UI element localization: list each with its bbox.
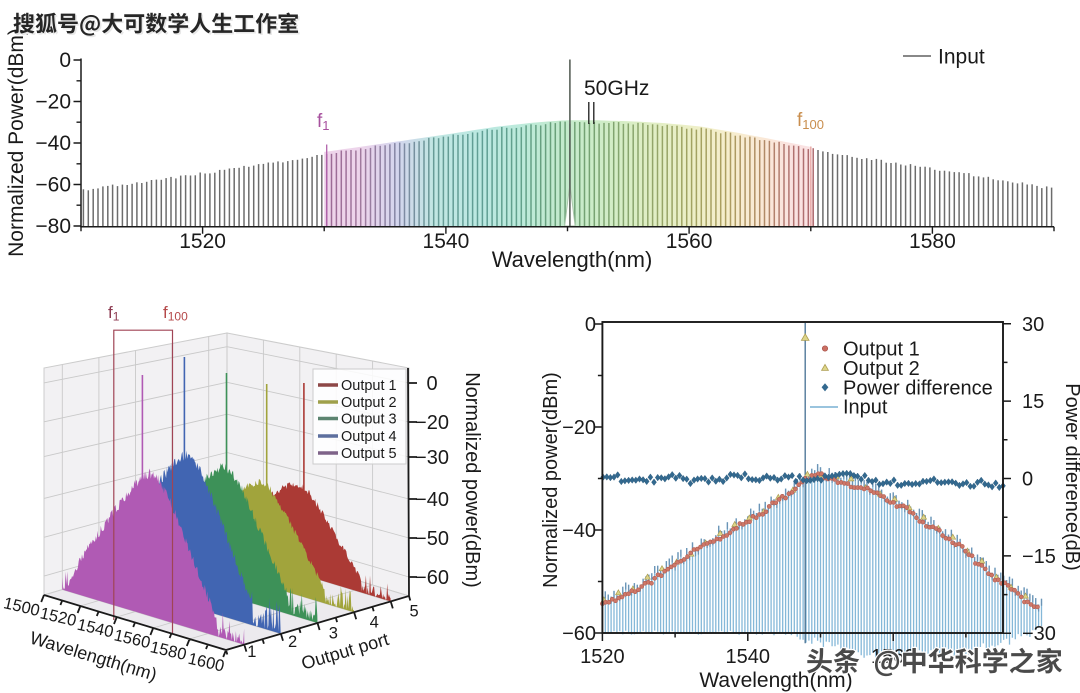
svg-text:Power difference: Power difference: [843, 378, 993, 400]
svg-text:0: 0: [1022, 469, 1033, 491]
svg-text:Output 3: Output 3: [341, 412, 397, 428]
svg-text:5: 5: [410, 602, 419, 620]
svg-text:3: 3: [329, 624, 338, 642]
svg-text:−20: −20: [562, 417, 596, 439]
svg-text:2: 2: [288, 633, 297, 651]
svg-text:1: 1: [247, 643, 256, 661]
svg-text:−60: −60: [415, 567, 449, 589]
svg-text:f1: f1: [108, 303, 120, 324]
svg-text:Output 4: Output 4: [341, 429, 397, 445]
svg-text:Output 1: Output 1: [843, 339, 920, 361]
svg-text:−20: −20: [35, 91, 71, 114]
svg-text:0: 0: [426, 373, 437, 395]
svg-text:−30: −30: [1022, 623, 1056, 645]
svg-text:15: 15: [1022, 391, 1044, 413]
svg-text:−60: −60: [35, 174, 71, 197]
svg-text:50GHz: 50GHz: [584, 77, 649, 100]
svg-text:−80: −80: [35, 215, 71, 238]
svg-text:1560: 1560: [666, 230, 713, 253]
svg-text:−20: −20: [415, 412, 449, 434]
svg-text:Output 2: Output 2: [843, 358, 920, 380]
svg-text:Normalized Power(dBm): Normalized Power(dBm): [5, 28, 28, 257]
svg-text:1540: 1540: [423, 230, 470, 253]
svg-text:Normalized power(dBm): Normalized power(dBm): [540, 372, 562, 588]
svg-text:Output 1: Output 1: [341, 378, 397, 394]
svg-text:−40: −40: [35, 132, 71, 155]
svg-text:4: 4: [370, 613, 379, 631]
svg-text:0: 0: [59, 49, 71, 72]
svg-text:−50: −50: [415, 528, 449, 550]
svg-text:Normalized power(dBm): Normalized power(dBm): [461, 372, 483, 588]
svg-text:Output 5: Output 5: [341, 446, 397, 462]
svg-text:Power difference(dB): Power difference(dB): [1061, 383, 1080, 571]
svg-text:1580: 1580: [909, 230, 956, 253]
svg-text:−40: −40: [562, 520, 596, 542]
svg-text:−30: −30: [415, 447, 449, 469]
svg-text:1520: 1520: [179, 230, 226, 253]
svg-text:30: 30: [1022, 314, 1044, 336]
svg-text:0: 0: [585, 314, 596, 336]
svg-text:Wavelength(nm): Wavelength(nm): [492, 247, 653, 272]
svg-text:Input: Input: [843, 397, 888, 419]
svg-text:−40: −40: [415, 489, 449, 511]
svg-text:−15: −15: [1022, 546, 1056, 568]
svg-text:1520: 1520: [580, 646, 625, 668]
svg-text:1540: 1540: [726, 646, 771, 668]
svg-text:−60: −60: [562, 623, 596, 645]
svg-text:Output 2: Output 2: [341, 395, 397, 411]
svg-text:Input: Input: [938, 46, 985, 69]
svg-text:Wavelength(nm): Wavelength(nm): [699, 669, 852, 692]
